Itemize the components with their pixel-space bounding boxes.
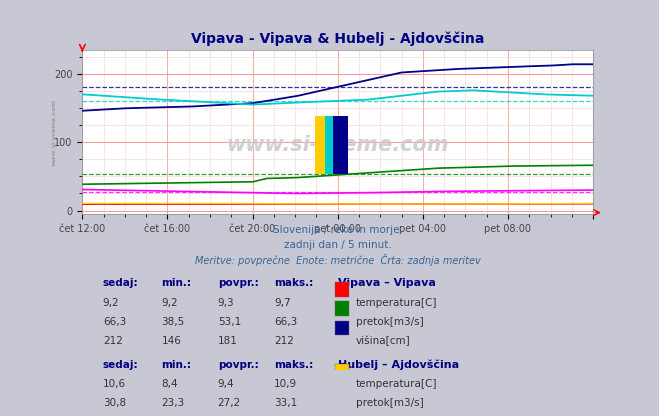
Bar bbox=[315, 116, 330, 174]
Bar bbox=[335, 301, 349, 316]
Text: 212: 212 bbox=[103, 336, 123, 346]
Text: 181: 181 bbox=[217, 336, 238, 346]
Text: zadnji dan / 5 minut.: zadnji dan / 5 minut. bbox=[284, 240, 391, 250]
Text: 10,9: 10,9 bbox=[274, 379, 297, 389]
Text: 53,1: 53,1 bbox=[217, 317, 241, 327]
Text: 38,5: 38,5 bbox=[161, 317, 185, 327]
Text: temperatura[C]: temperatura[C] bbox=[356, 297, 437, 307]
Text: www.si-vreme.com: www.si-vreme.com bbox=[52, 99, 57, 166]
Bar bbox=[335, 320, 349, 335]
Text: višina[cm]: višina[cm] bbox=[356, 336, 411, 347]
Text: 9,4: 9,4 bbox=[217, 379, 235, 389]
Text: pretok[m3/s]: pretok[m3/s] bbox=[356, 317, 423, 327]
Text: temperatura[C]: temperatura[C] bbox=[356, 379, 437, 389]
Text: 33,1: 33,1 bbox=[274, 399, 297, 409]
Text: Hubelj – Ajdovščina: Hubelj – Ajdovščina bbox=[338, 360, 459, 370]
Bar bbox=[335, 282, 349, 297]
Text: www.si-vreme.com: www.si-vreme.com bbox=[227, 135, 449, 155]
Bar bbox=[335, 402, 349, 416]
Text: 10,6: 10,6 bbox=[103, 379, 126, 389]
Text: min.:: min.: bbox=[161, 278, 192, 288]
Text: Vipava – Vipava: Vipava – Vipava bbox=[338, 278, 436, 288]
Text: 9,3: 9,3 bbox=[217, 297, 235, 307]
Text: sedaj:: sedaj: bbox=[103, 360, 138, 370]
Text: 66,3: 66,3 bbox=[103, 317, 126, 327]
Text: Meritve: povprečne  Enote: metrične  Črta: zadnja meritev: Meritve: povprečne Enote: metrične Črta:… bbox=[195, 255, 480, 267]
Bar bbox=[335, 383, 349, 398]
Text: povpr.:: povpr.: bbox=[217, 278, 258, 288]
Text: 9,2: 9,2 bbox=[103, 297, 119, 307]
Text: 23,3: 23,3 bbox=[161, 399, 185, 409]
Text: 146: 146 bbox=[161, 336, 181, 346]
Text: Slovenija / reke in morje.: Slovenija / reke in morje. bbox=[273, 225, 403, 235]
Bar bbox=[335, 364, 349, 379]
Text: 9,2: 9,2 bbox=[161, 297, 178, 307]
Text: pretok[m3/s]: pretok[m3/s] bbox=[356, 399, 423, 409]
Text: sedaj:: sedaj: bbox=[103, 278, 138, 288]
Text: maks.:: maks.: bbox=[274, 360, 313, 370]
Text: 9,7: 9,7 bbox=[274, 297, 291, 307]
Text: maks.:: maks.: bbox=[274, 278, 313, 288]
Text: 8,4: 8,4 bbox=[161, 379, 178, 389]
Text: 27,2: 27,2 bbox=[217, 399, 241, 409]
Title: Vipava - Vipava & Hubelj - Ajdovščina: Vipava - Vipava & Hubelj - Ajdovščina bbox=[191, 32, 484, 46]
Text: 212: 212 bbox=[274, 336, 294, 346]
Bar bbox=[325, 116, 338, 174]
Text: 66,3: 66,3 bbox=[274, 317, 297, 327]
Bar bbox=[333, 116, 348, 174]
Text: povpr.:: povpr.: bbox=[217, 360, 258, 370]
Text: 30,8: 30,8 bbox=[103, 399, 126, 409]
Text: min.:: min.: bbox=[161, 360, 192, 370]
